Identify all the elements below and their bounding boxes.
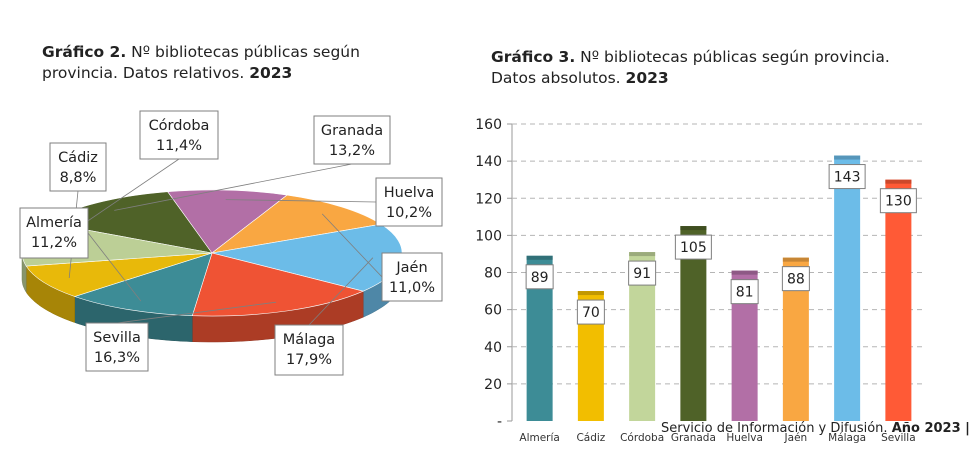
pie-title-bold: Gráfico 2. — [42, 43, 127, 61]
pie-slice-huelva — [167, 189, 288, 254]
y-tick-label: 80 — [484, 266, 502, 282]
pie-label-box-cadiz — [49, 142, 107, 192]
pie-label-name-malaga: Málaga — [283, 332, 335, 348]
bar-value-label-jaen: 88 — [787, 272, 805, 288]
footer-year-page: Año 2023 |5 — [891, 421, 969, 436]
bar-value-box-huelva — [730, 279, 759, 305]
y-tick-label: 60 — [484, 303, 502, 319]
pie-label-value-almeria: 11,2% — [31, 235, 77, 251]
bar-malaga — [834, 155, 861, 421]
pie-leader-almeria — [87, 232, 142, 302]
bar-chart-title: Gráfico 3. Nº bibliotecas públicas según… — [491, 47, 961, 89]
pie-leader-granada — [114, 163, 353, 211]
bar-title-year: 2023 — [625, 69, 669, 87]
bar-title-line2: Datos absolutos. — [491, 69, 621, 87]
x-tick-label-almeria: Almería — [519, 432, 559, 444]
pie-title-line2: provincia. Datos relativos. — [42, 64, 245, 82]
pie-title-line1: Nº bibliotecas públicas según — [131, 43, 360, 61]
y-tick-label: 100 — [475, 228, 502, 244]
y-tick-label: 40 — [484, 340, 502, 356]
pie-leader-sevilla — [116, 301, 277, 324]
x-tick-label-jaen: Jaén — [784, 432, 808, 444]
bar-cap-jaen — [782, 257, 809, 262]
bar-title-bold: Gráfico 3. — [491, 48, 576, 66]
pie-label-box-almeria — [19, 207, 89, 259]
pie-label-value-jaen: 11,0% — [389, 280, 435, 296]
pie-label-box-malaga — [274, 324, 344, 376]
x-tick-label-granada: Granada — [671, 432, 716, 444]
bar-cap-malaga — [834, 155, 861, 160]
pie-chart: Granada 13,2% Huelva 10,2% Jaén 11,0% Málaga 17… — [19, 110, 443, 376]
bar-chart: - 20 40 60 80 100 120 140 160 89 Almería 70 Cádiz 91 C… — [475, 117, 922, 444]
y-tick-label: - — [497, 414, 502, 430]
pie-title-year: 2023 — [249, 64, 293, 82]
bar-sevilla — [885, 179, 912, 421]
page-footer: Servicio de Información y Difusión. Año … — [661, 421, 969, 436]
bar-value-box-malaga — [828, 164, 866, 190]
pie-label-box-jaen — [381, 252, 443, 302]
pie-label-name-almeria: Almería — [26, 215, 82, 231]
pie-label-box-cordoba — [139, 110, 219, 160]
pie-label-name-jaen: Jaén — [395, 260, 427, 276]
pie-label-name-sevilla: Sevilla — [93, 330, 141, 346]
bar-value-label-malaga: 143 — [834, 170, 861, 186]
pie-leader-jaen — [321, 213, 383, 278]
pie-leader-huelva — [225, 199, 377, 203]
pie-label-box-sevilla — [85, 322, 149, 372]
pie-label-box-granada — [313, 115, 391, 165]
bar-value-box-cordoba — [628, 260, 657, 286]
y-tick-label: 160 — [475, 117, 502, 133]
pie-label-value-sevilla: 16,3% — [94, 350, 140, 366]
bar-title-line1: Nº bibliotecas públicas según provincia. — [580, 48, 890, 66]
bar-value-label-granada: 105 — [680, 240, 707, 256]
bar-value-box-cadiz — [576, 299, 605, 325]
pie-label-box-huelva — [375, 177, 443, 227]
bar-cap-cordoba — [629, 252, 656, 257]
bar-cap-huelva — [731, 270, 758, 275]
pie-label-value-malaga: 17,9% — [286, 352, 332, 368]
bar-cap-cadiz — [577, 291, 604, 296]
y-tick-label: 120 — [475, 191, 502, 207]
bar-value-label-cadiz: 70 — [582, 305, 600, 321]
pie-slice-sevilla — [191, 252, 365, 317]
bar-value-box-granada — [674, 234, 712, 260]
bar-cap-almeria — [526, 255, 553, 260]
x-tick-label-malaga: Málaga — [828, 432, 866, 444]
pie-slice-cadiz — [25, 252, 213, 297]
footer-text: Servicio de Información y Difusión. — [661, 421, 888, 436]
x-tick-label-sevilla: Sevilla — [881, 432, 916, 444]
x-tick-label-cadiz: Cádiz — [576, 432, 605, 444]
bar-value-label-almeria: 89 — [531, 270, 549, 286]
pie-label-name-cordoba: Córdoba — [149, 118, 210, 134]
bar-value-box-sevilla — [879, 188, 917, 214]
pie-label-value-granada: 13,2% — [329, 143, 375, 159]
pie-leader-malaga — [308, 257, 374, 326]
pie-label-name-huelva: Huelva — [384, 185, 435, 201]
bar-value-label-cordoba: 91 — [633, 266, 651, 282]
bar-value-label-sevilla: 130 — [885, 194, 912, 210]
bar-value-label-huelva: 81 — [736, 285, 754, 301]
pie-label-name-cadiz: Cádiz — [58, 150, 98, 166]
x-tick-label-cordoba: Córdoba — [620, 432, 664, 444]
pie-label-value-cordoba: 11,4% — [156, 138, 202, 154]
y-tick-label: 140 — [475, 154, 502, 170]
x-tick-label-huelva: Huelva — [726, 432, 763, 444]
pie-label-value-huelva: 10,2% — [386, 205, 432, 221]
bar-value-box-jaen — [781, 266, 810, 292]
y-tick-label: 20 — [484, 377, 502, 393]
bar-cap-sevilla — [885, 179, 912, 184]
pie-chart-title: Gráfico 2. Nº bibliotecas públicas según… — [42, 42, 462, 84]
bar-cap-granada — [680, 226, 707, 231]
bar-value-box-almeria — [525, 264, 554, 290]
pie-label-name-granada: Granada — [321, 123, 383, 139]
pie-label-value-cadiz: 8,8% — [60, 170, 97, 186]
pie-slice-almeria — [73, 252, 213, 317]
